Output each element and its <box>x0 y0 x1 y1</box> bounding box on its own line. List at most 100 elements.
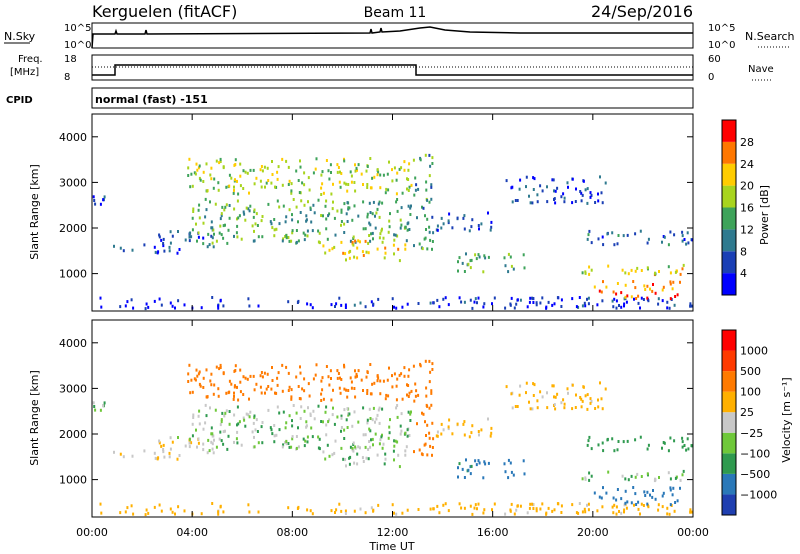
power-cell <box>288 239 291 243</box>
power-cell <box>154 250 157 254</box>
power-cell <box>642 298 645 301</box>
power-cell <box>536 193 539 197</box>
velocity-cell <box>219 430 222 434</box>
velocity-cell <box>357 369 360 373</box>
power-cell <box>249 168 252 172</box>
velocity-cell <box>325 405 328 409</box>
power-cell <box>372 302 375 306</box>
power-cell <box>102 198 105 202</box>
velocity-cell <box>490 426 493 430</box>
velocity-cell <box>321 388 324 392</box>
velocity-cell <box>178 454 181 457</box>
power-cell <box>581 271 584 275</box>
power-cell <box>391 168 393 172</box>
velocity-cell <box>371 418 374 422</box>
velocity-cell <box>379 392 382 396</box>
velocity-cell <box>339 376 341 380</box>
power-cell <box>270 181 273 185</box>
power-cell <box>384 191 387 195</box>
velocity-cell <box>622 440 625 444</box>
velocity-cell <box>404 449 407 453</box>
velocity-cell <box>143 449 146 453</box>
velocity-cell <box>192 413 195 417</box>
power-cell <box>607 264 610 268</box>
power-cell <box>327 214 330 218</box>
velocity-cell <box>400 372 403 376</box>
power-cell <box>398 259 401 263</box>
power-cell <box>347 183 350 186</box>
velocity-cell <box>374 420 376 424</box>
velocity-cell <box>239 368 242 372</box>
velocity-cell <box>332 406 334 410</box>
power-cell <box>620 291 623 295</box>
velocity-cell <box>277 371 280 375</box>
velocity-cell <box>357 420 360 424</box>
velocity-cell <box>662 441 665 444</box>
power-cell <box>577 305 580 309</box>
colorbar-swatch <box>722 432 736 454</box>
velocity-cell <box>244 424 247 428</box>
power-cell <box>586 201 589 205</box>
power-cell <box>589 195 592 199</box>
power-cell <box>490 220 493 224</box>
power-cell <box>197 208 200 212</box>
power-cell <box>92 195 95 199</box>
power-cell <box>94 202 97 206</box>
velocity-cell <box>560 401 563 405</box>
velocity-cell <box>590 474 593 478</box>
power-cell <box>535 303 538 307</box>
power-cell <box>532 188 535 191</box>
velocity-cell <box>348 462 351 466</box>
velocity-cell <box>639 512 641 516</box>
velocity-cell <box>563 406 566 410</box>
velocity-cell <box>407 395 410 398</box>
colorbar-tick-label: 25 <box>740 406 754 419</box>
velocity-cell <box>237 422 240 426</box>
velocity-cell <box>310 426 313 430</box>
velocity-cell <box>478 461 481 465</box>
velocity-cell <box>247 503 250 507</box>
power-cell <box>440 226 443 230</box>
velocity-cell <box>422 412 425 416</box>
velocity-cell <box>451 432 454 436</box>
velocity-cell <box>317 404 320 408</box>
power-cell <box>232 191 235 195</box>
power-cell <box>213 232 215 236</box>
velocity-cell <box>334 511 336 514</box>
power-cell <box>483 254 486 258</box>
velocity-cell <box>618 510 620 513</box>
power-cell <box>512 267 515 271</box>
velocity-cell <box>681 440 684 444</box>
velocity-cell <box>512 473 515 477</box>
velocity-cell <box>428 436 431 440</box>
power-cell <box>580 199 583 203</box>
velocity-cell <box>474 459 477 463</box>
power-cell <box>368 201 371 205</box>
colorbar-tick-label: −100 <box>740 447 770 460</box>
velocity-cell <box>546 406 549 410</box>
velocity-cell <box>590 399 593 403</box>
power-cell <box>489 228 492 232</box>
power-cell <box>432 231 435 235</box>
power-cell <box>469 259 472 263</box>
velocity-cell <box>307 382 310 386</box>
velocity-cell <box>253 388 256 392</box>
power-cell <box>410 183 413 187</box>
power-cell <box>248 209 251 213</box>
freq-line <box>92 64 693 76</box>
velocity-cell <box>384 452 387 456</box>
velocity-cell <box>145 508 148 512</box>
power-cell <box>399 218 402 222</box>
power-cell <box>288 208 291 212</box>
velocity-cell <box>637 500 640 504</box>
power-cell <box>187 166 190 170</box>
power-cell <box>493 296 496 300</box>
velocity-cell <box>683 444 686 447</box>
velocity-cell <box>514 405 517 408</box>
power-cell <box>193 171 196 175</box>
velocity-cell <box>509 509 512 513</box>
power-cell <box>606 232 609 236</box>
velocity-cell <box>436 430 439 434</box>
velocity-cell <box>410 389 413 393</box>
power-cell <box>365 250 368 254</box>
